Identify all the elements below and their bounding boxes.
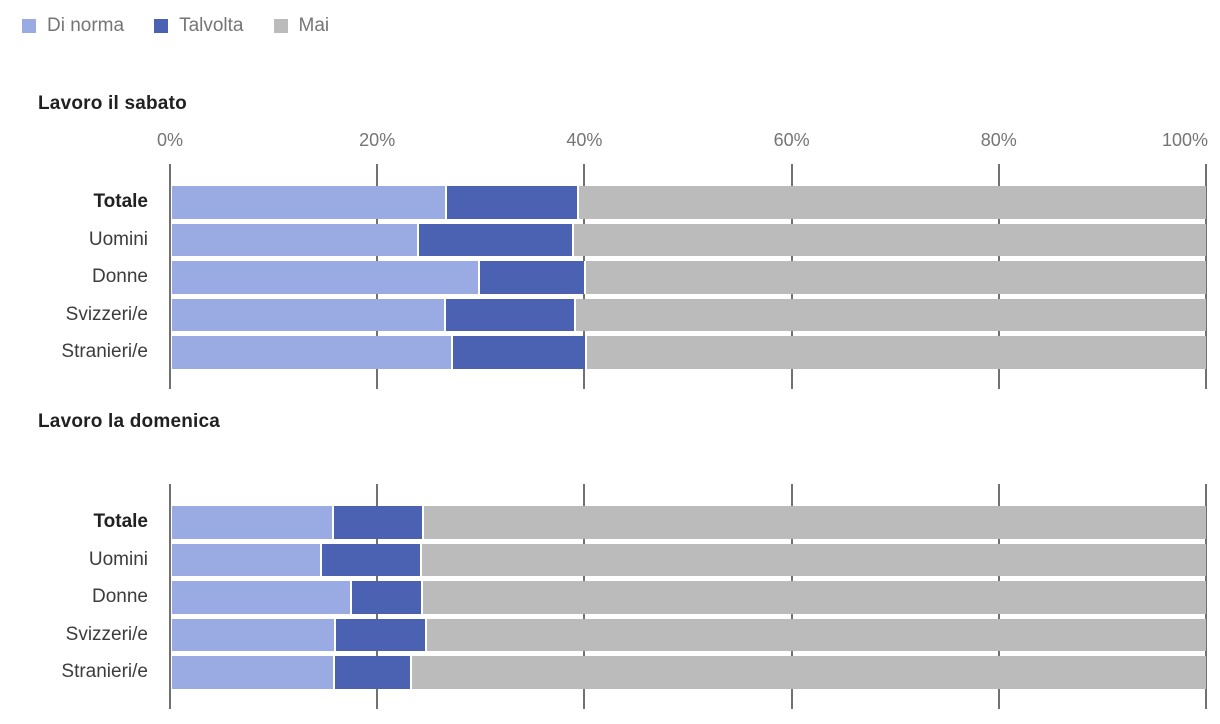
category-label: Svizzeri/e [65,303,148,325]
axis-tick-label: 0% [156,130,184,150]
gridline [169,164,171,389]
bar-row [172,543,1206,576]
bar-segment-mai [421,581,1206,614]
bar-segment-di-norma [172,186,445,219]
category-label: Svizzeri/e [65,623,148,645]
bar-segment-mai [422,506,1206,539]
category-label: Uomini [88,548,148,570]
category-label: Donne [92,266,148,288]
category-label: Stranieri/e [61,661,148,683]
legend-item-di-norma: Di norma [22,15,124,37]
bar-row [172,618,1206,651]
legend-label: Talvolta [179,15,244,36]
bar-segment-di-norma [172,618,335,651]
bar-segment-di-norma [172,656,334,689]
axis-tick-label: 80% [980,130,1017,150]
bar-segment-mai [425,618,1206,651]
category-labels-sabato: Totale Uomini Donne Svizzeri/e Stranieri/e [0,186,148,374]
gridline [1205,164,1207,389]
legend-swatch-talvolta-icon [154,19,169,33]
bar-segment-mai [583,261,1206,294]
legend-item-talvolta: Talvolta [154,15,244,37]
legend-swatch-di-norma-icon [22,19,36,33]
bar-segment-mai [420,543,1206,576]
legend-label: Mai [298,15,330,36]
chart-title-sabato: Lavoro il sabato [38,93,187,114]
gridline [1205,484,1207,709]
gridline [169,484,171,709]
bar-segment-talvolta [349,581,422,614]
bar-segment-di-norma [172,298,444,331]
legend-item-mai: Mai [273,15,330,37]
bar-segment-talvolta [333,656,410,689]
category-label: Totale [93,191,148,213]
bar-segment-mai [584,336,1206,369]
bar-row [172,581,1206,614]
bar-segment-talvolta [417,223,573,256]
category-labels-domenica: Totale Uomini Donne Svizzeri/e Stranieri/e [0,506,148,694]
bar-segment-talvolta [478,261,584,294]
bar-row [172,186,1206,219]
axis-tick-label: 60% [773,130,810,150]
bar-row [172,223,1206,256]
legend-label: Di norma [47,15,125,36]
bar-segment-mai [577,186,1206,219]
bar-segment-di-norma [172,581,350,614]
chart-title-domenica: Lavoro la domenica [38,411,221,432]
axis-tick-label: 20% [359,130,396,150]
bar-segment-talvolta [334,618,426,651]
bar-segment-talvolta [332,506,423,539]
legend: Di norma Talvolta Mai [22,15,329,37]
category-label: Uomini [88,228,148,250]
category-label: Stranieri/e [61,341,148,363]
bar-segment-di-norma [172,543,320,576]
bar-row [172,656,1206,689]
bar-segment-di-norma [172,506,333,539]
plot-domenica [169,484,1207,709]
bar-segment-di-norma [172,261,479,294]
bar-segment-di-norma [172,223,418,256]
bar-row [172,506,1206,539]
bar-segment-mai [572,223,1206,256]
bar-row [172,298,1206,331]
bar-segment-talvolta [451,336,585,369]
bar-segment-mai [409,656,1206,689]
plot-sabato: 0% 20% 40% 60% 80% 100% [157,130,1208,389]
bar-segment-di-norma [172,336,452,369]
category-label: Donne [92,586,148,608]
bar-segment-talvolta [319,543,421,576]
legend-swatch-mai-icon [273,19,288,33]
bar-row [172,261,1206,294]
bar-segment-mai [574,298,1206,331]
bar-segment-talvolta [443,298,575,331]
bar-row [172,336,1206,369]
axis-tick-label: 100% [1161,130,1208,150]
axis-tick-label: 40% [566,130,603,150]
bar-segment-talvolta [444,186,578,219]
category-label: Totale [93,511,148,533]
